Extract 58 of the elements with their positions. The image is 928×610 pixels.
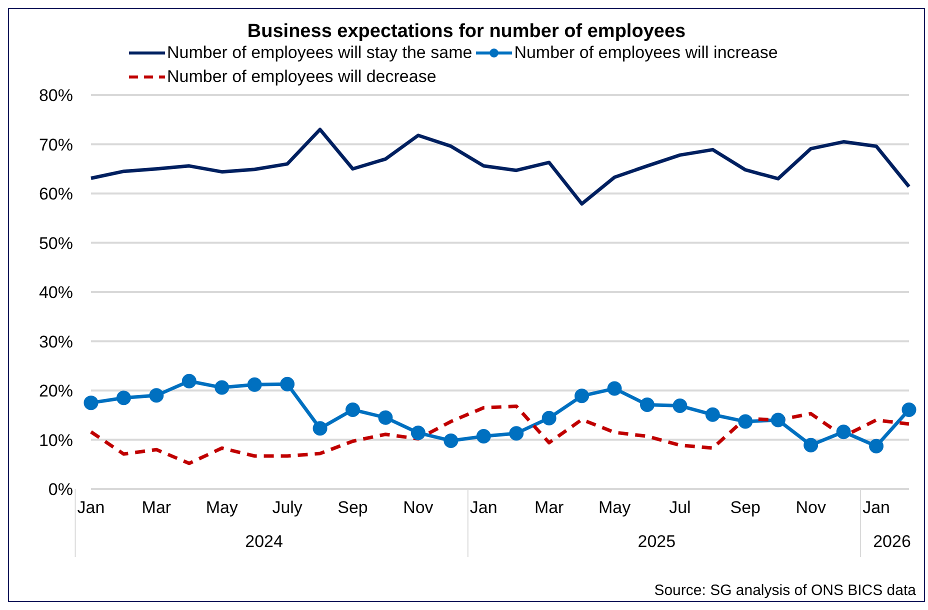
point — [738, 414, 753, 429]
point — [509, 426, 524, 441]
y-tick-label: 80% — [38, 86, 73, 106]
text: 2026 — [873, 532, 911, 551]
y-tick-label: 30% — [38, 332, 73, 352]
y-tick-label: 70% — [38, 135, 73, 154]
x-tick-label: Jan — [77, 498, 105, 517]
line-series — [89, 128, 911, 206]
point — [705, 407, 720, 422]
point — [607, 381, 622, 396]
point — [182, 374, 196, 388]
line-series — [89, 404, 911, 466]
text: 2024 — [245, 532, 283, 551]
legend-label: Number of employees will stay the same — [167, 43, 472, 63]
x-tick-label: Jan — [862, 498, 890, 517]
y-tick-label: 50% — [38, 234, 73, 253]
point — [476, 429, 491, 444]
point — [770, 412, 786, 428]
point — [116, 390, 131, 406]
point — [410, 426, 426, 440]
point — [574, 388, 590, 404]
y-tick-label: 60% — [38, 184, 73, 204]
point — [84, 396, 98, 410]
x-tick-label: Jan — [470, 498, 498, 517]
text: 2025 — [638, 532, 676, 551]
point — [346, 402, 360, 417]
point — [247, 377, 262, 392]
point — [804, 438, 818, 452]
x-tick-label: Mar — [534, 498, 564, 517]
y-tick-label: 0% — [48, 480, 73, 500]
point — [542, 410, 556, 426]
x-tick-label: Sep — [338, 498, 368, 517]
point — [280, 376, 295, 392]
x-tick-label: Mar — [142, 498, 172, 517]
x-tick-label: July — [272, 498, 303, 517]
x-tick-label: Nov — [403, 498, 434, 517]
x-tick-label: May — [598, 498, 632, 517]
x-tick-label: Jul — [669, 498, 691, 517]
point — [836, 424, 851, 440]
point — [902, 402, 916, 417]
point — [672, 398, 688, 414]
chart-title: Business expectations for number of employees — [246, 21, 687, 43]
x-tick-label: Sep — [730, 498, 761, 517]
point — [640, 398, 654, 412]
y-tick-label: 10% — [38, 430, 73, 450]
x-tick-label: May — [206, 498, 238, 517]
point — [214, 380, 230, 395]
y-tick-label: 20% — [38, 382, 73, 401]
point — [444, 433, 458, 448]
point — [312, 421, 328, 436]
y-tick-label: 40% — [38, 283, 73, 302]
point — [149, 388, 164, 403]
point — [378, 410, 393, 425]
legend-label: Number of employees will increase — [514, 43, 778, 63]
x-tick-label: Nov — [796, 498, 826, 517]
source-note: Source: SG analysis of ONS BICS data — [654, 582, 916, 599]
point — [869, 438, 884, 454]
legend-label: Number of employees will decrease — [167, 67, 436, 87]
